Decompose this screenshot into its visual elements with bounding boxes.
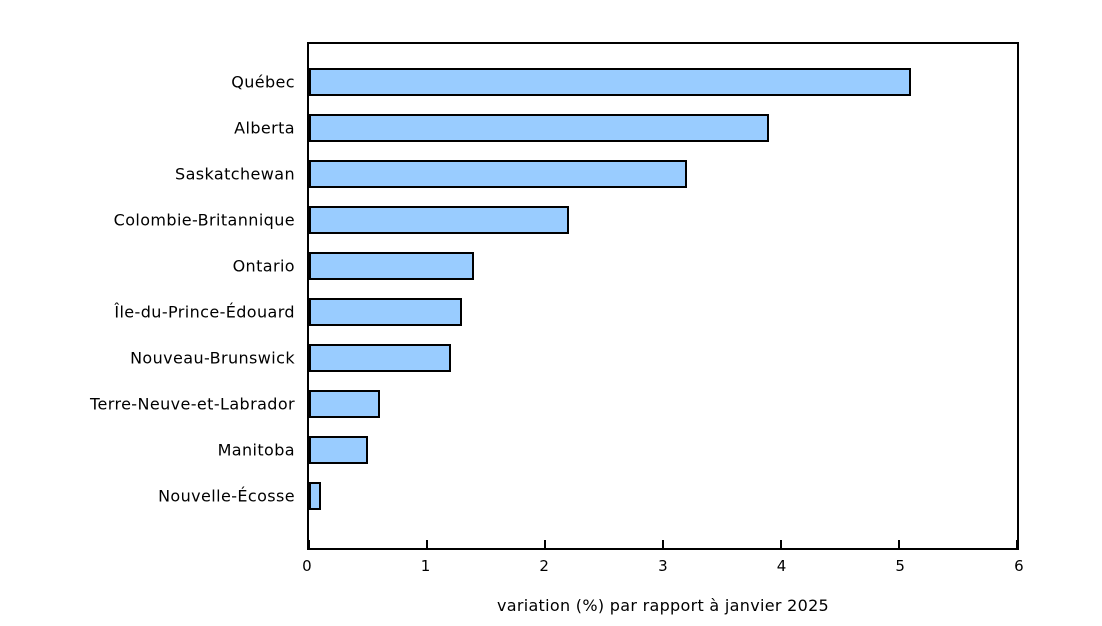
x-tick-mark-2 <box>544 540 546 548</box>
x-tick-label-3: 3 <box>658 557 668 575</box>
category-axis: Québec Alberta Saskatchewan Colombie-Britan… <box>0 0 295 626</box>
x-tick-mark-0 <box>308 540 310 548</box>
bar-manitoba <box>309 435 368 464</box>
bar-nouveau-brunswick <box>309 343 451 372</box>
category-label-nouveau-brunswick: Nouveau-Brunswick <box>130 348 295 367</box>
x-tick-label-2: 2 <box>539 557 550 575</box>
category-label-ontario: Ontario <box>232 256 295 275</box>
x-tick-mark-6 <box>1016 540 1018 548</box>
x-tick-label-6: 6 <box>1014 557 1024 575</box>
bar-ontario <box>309 251 475 280</box>
x-tick-label-1: 1 <box>420 557 431 575</box>
x-tick-mark-4 <box>780 540 782 548</box>
bar-quebec <box>309 67 911 96</box>
category-label-alberta: Alberta <box>234 118 295 137</box>
x-tick-label-4: 4 <box>776 557 787 575</box>
bar-ile-du-prince-edouard <box>309 297 463 326</box>
category-label-quebec: Québec <box>231 72 295 91</box>
bar-terre-neuve-et-labrador <box>309 389 380 418</box>
x-tick-label-5: 5 <box>895 557 906 575</box>
bar-colombie-britannique <box>309 205 569 234</box>
category-label-saskatchewan: Saskatchewan <box>175 164 295 183</box>
x-tick-label-0: 0 <box>302 557 312 575</box>
category-label-colombie-britannique: Colombie-Britannique <box>113 210 295 229</box>
category-label-terre-neuve-et-labrador: Terre-Neuve-et-Labrador <box>90 394 295 413</box>
category-label-manitoba: Manitoba <box>217 440 295 459</box>
category-label-ile-du-prince-edouard: Île-du-Prince-Édouard <box>114 302 295 321</box>
x-tick-mark-5 <box>898 540 900 548</box>
x-tick-mark-3 <box>662 540 664 548</box>
x-axis-tick-labels: 0 1 2 3 4 5 6 <box>302 557 1024 579</box>
plot-area <box>307 42 1019 550</box>
category-label-nouvelle-ecosse: Nouvelle-Écosse <box>158 486 295 505</box>
bar-nouvelle-ecosse <box>309 481 321 510</box>
bar-saskatchewan <box>309 159 687 188</box>
x-axis-title: variation (%) par rapport à janvier 2025 <box>496 596 830 615</box>
x-tick-mark-1 <box>426 540 428 548</box>
bar-alberta <box>309 113 770 142</box>
